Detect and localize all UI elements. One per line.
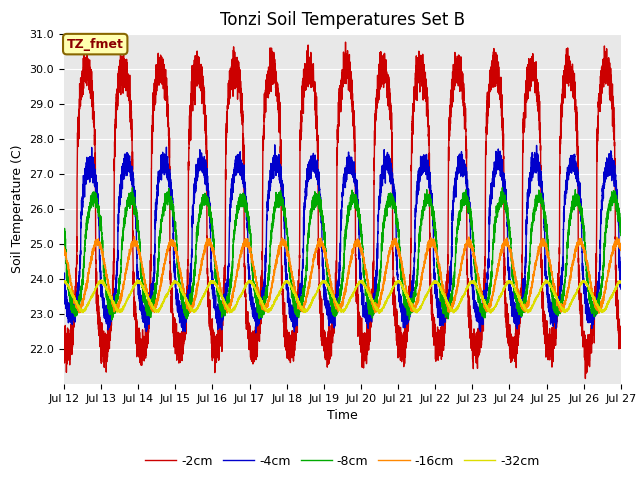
-32cm	[587, 289, 595, 295]
-2cm	[483, 118, 491, 124]
-16cm	[594, 308, 602, 313]
-16cm	[60, 245, 68, 251]
-2cm	[587, 334, 595, 339]
-8cm	[108, 317, 116, 323]
-4cm	[587, 311, 595, 317]
Line: -8cm: -8cm	[64, 188, 621, 320]
Line: -16cm: -16cm	[64, 237, 621, 313]
-8cm	[617, 233, 625, 239]
-2cm	[324, 356, 332, 362]
-8cm	[60, 230, 68, 236]
-4cm	[252, 330, 260, 336]
-16cm	[324, 264, 332, 269]
-16cm	[587, 281, 595, 287]
-16cm	[467, 242, 475, 248]
Line: -4cm: -4cm	[64, 145, 621, 333]
-8cm	[324, 276, 332, 282]
-32cm	[60, 280, 68, 286]
-4cm	[594, 280, 602, 286]
-32cm	[483, 305, 491, 311]
Y-axis label: Soil Temperature (C): Soil Temperature (C)	[11, 144, 24, 273]
-32cm	[324, 282, 332, 288]
-2cm	[582, 376, 589, 382]
-16cm	[483, 304, 491, 310]
-32cm	[542, 277, 550, 283]
-32cm	[594, 303, 602, 309]
-16cm	[595, 311, 603, 316]
-16cm	[250, 261, 257, 267]
-2cm	[617, 338, 625, 344]
-2cm	[594, 131, 602, 137]
-32cm	[467, 279, 475, 285]
Title: Tonzi Soil Temperatures Set B: Tonzi Soil Temperatures Set B	[220, 11, 465, 29]
-32cm	[617, 279, 625, 285]
-2cm	[342, 39, 349, 45]
-4cm	[617, 286, 625, 292]
-16cm	[131, 234, 138, 240]
-2cm	[467, 331, 475, 336]
-2cm	[250, 336, 257, 341]
-32cm	[250, 283, 257, 288]
-8cm	[499, 185, 506, 191]
X-axis label: Time: Time	[327, 409, 358, 422]
-8cm	[587, 293, 595, 299]
Line: -32cm: -32cm	[64, 280, 621, 313]
-2cm	[60, 346, 68, 352]
-8cm	[467, 213, 475, 218]
-4cm	[483, 288, 491, 294]
-4cm	[324, 307, 332, 313]
Text: TZ_fmet: TZ_fmet	[67, 37, 124, 50]
Legend: -2cm, -4cm, -8cm, -16cm, -32cm: -2cm, -4cm, -8cm, -16cm, -32cm	[140, 450, 545, 473]
-32cm	[375, 311, 383, 316]
-4cm	[60, 285, 68, 291]
Line: -2cm: -2cm	[64, 42, 621, 379]
-16cm	[617, 248, 625, 253]
-8cm	[250, 276, 257, 282]
-4cm	[467, 264, 475, 269]
-4cm	[271, 142, 278, 148]
-8cm	[594, 302, 602, 308]
-8cm	[483, 308, 491, 313]
-4cm	[250, 303, 257, 309]
